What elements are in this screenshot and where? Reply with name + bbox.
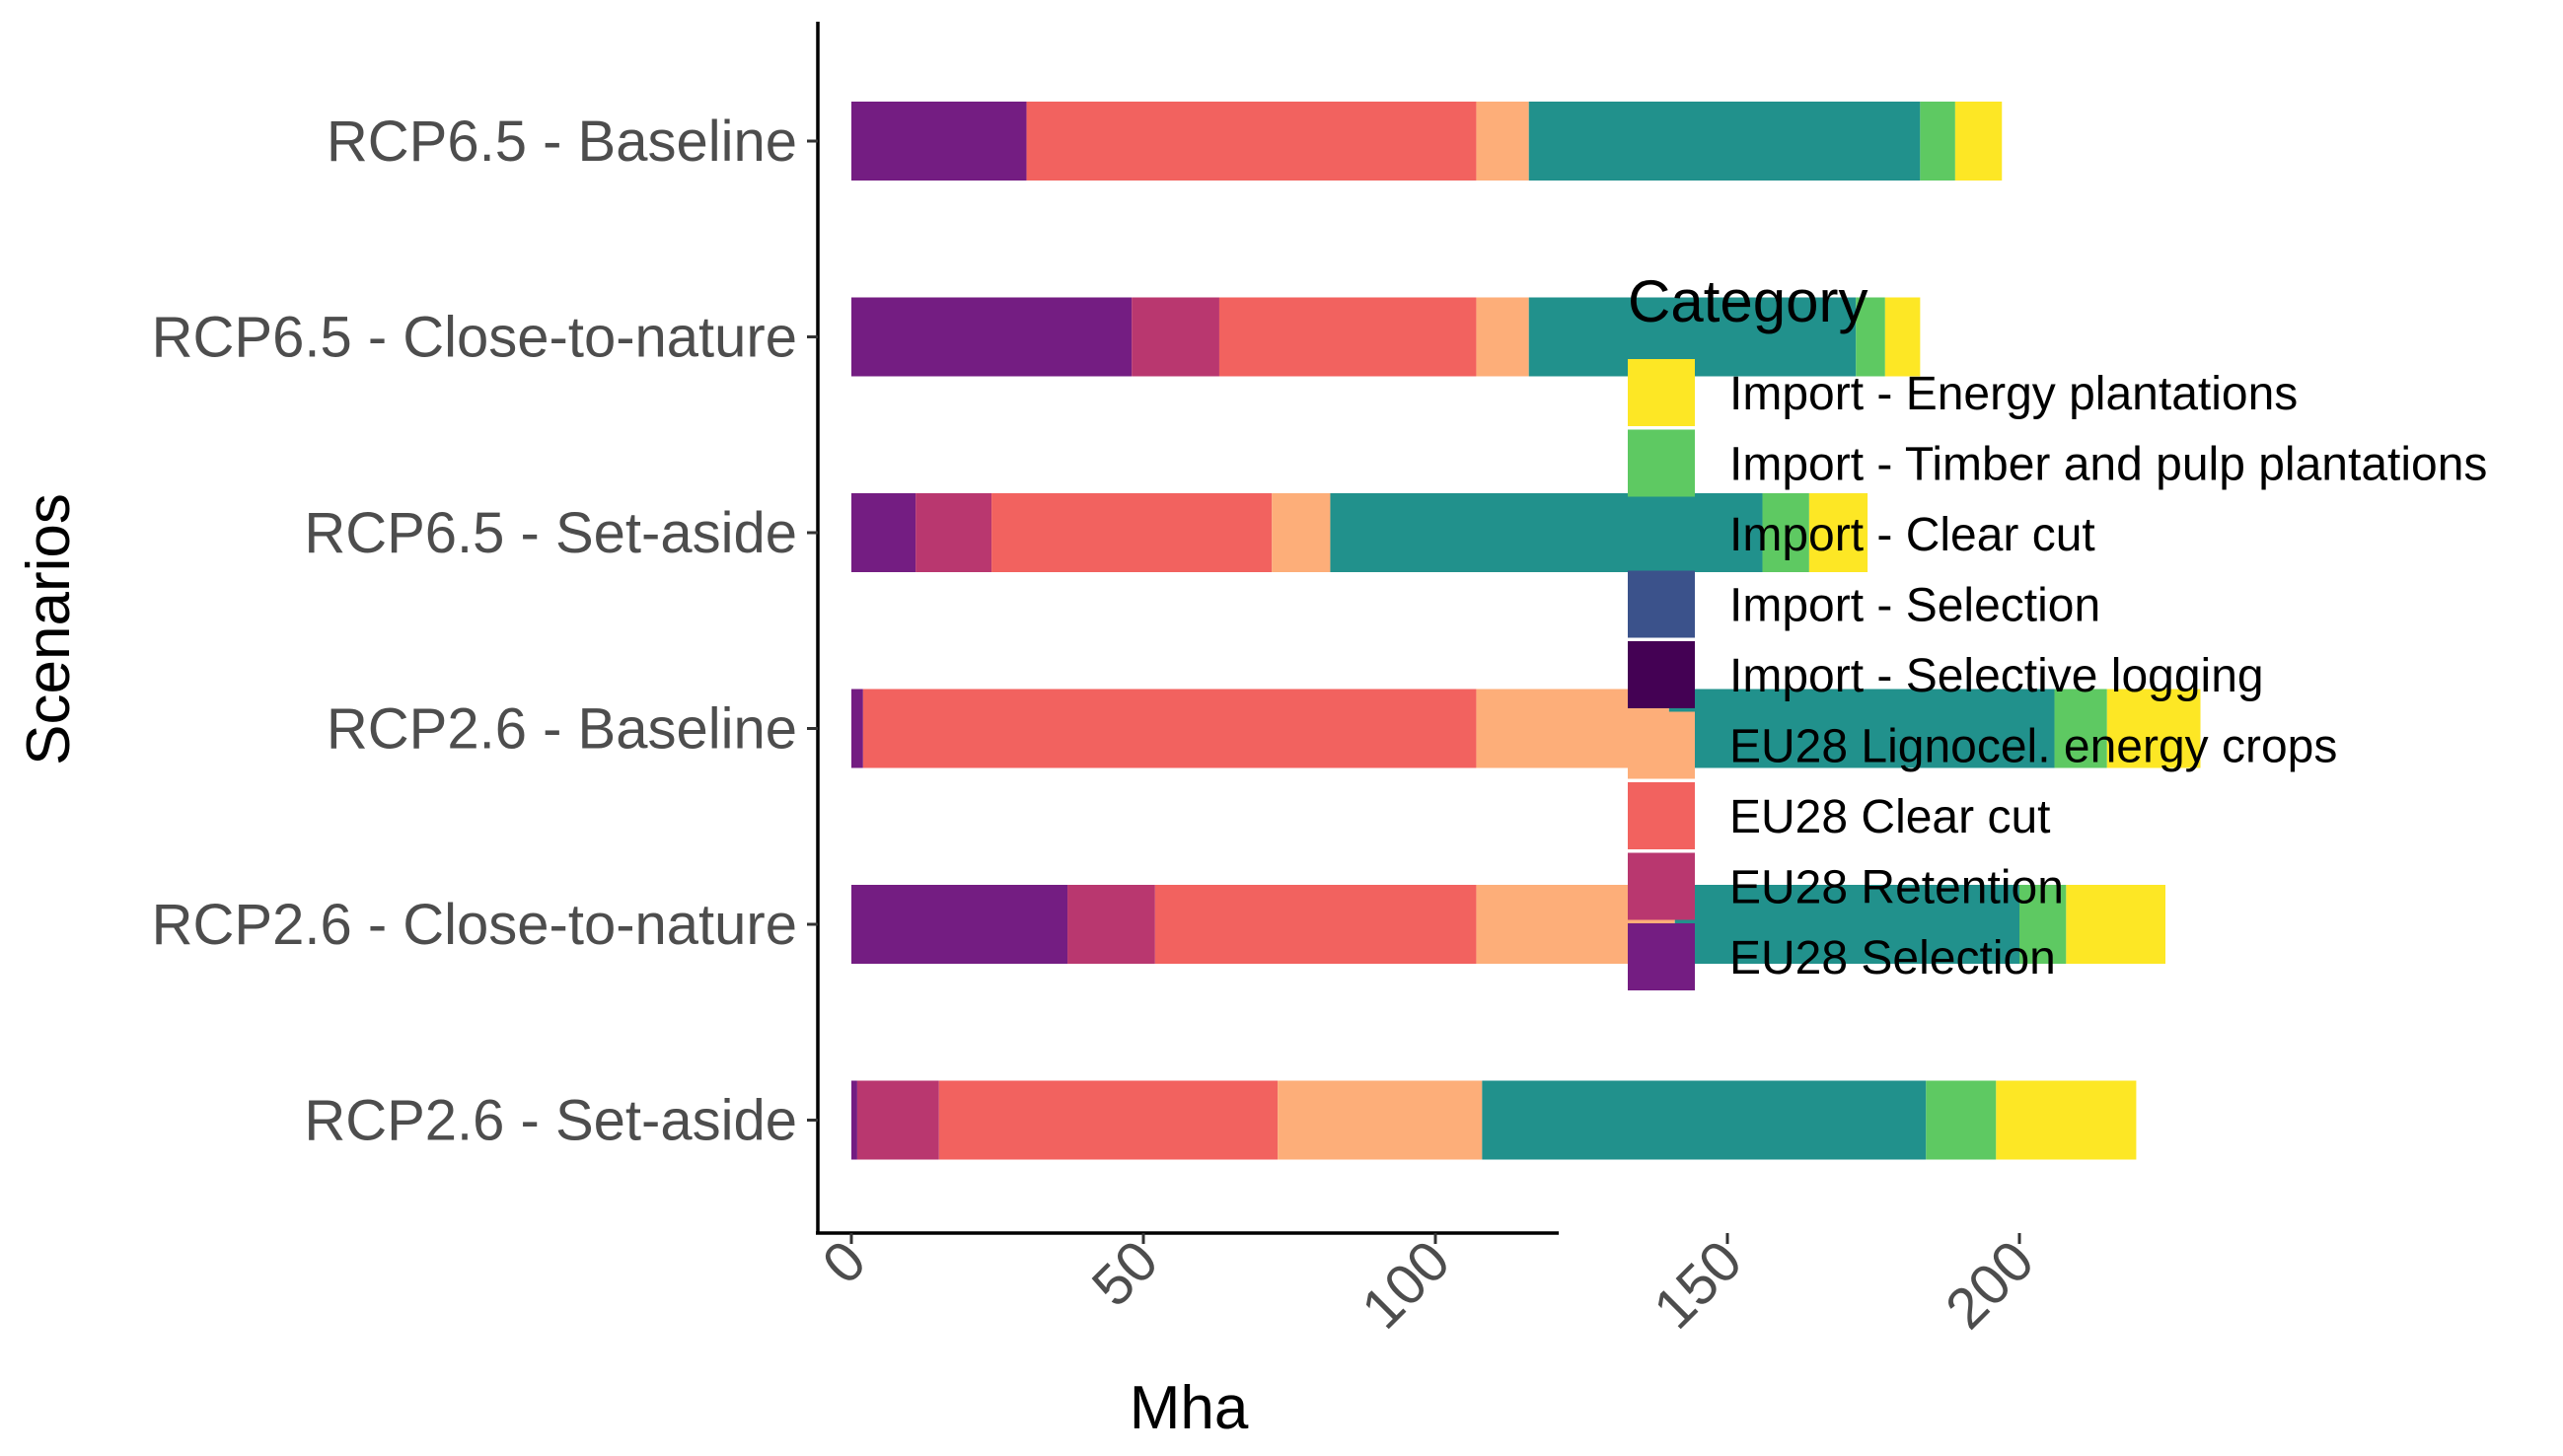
y-ticks-layer: RCP6.5 - Baseline RCP6.5 - Close-to-natur…: [152, 109, 818, 1153]
bar-rcp2-6-set-aside-import-timber-and-pulp-plantations: [1926, 1080, 1997, 1160]
bar-rcp6-5-set-aside-eu28-selection: [851, 493, 916, 572]
bar-rcp2-6-set-aside-eu28-selection: [851, 1080, 857, 1160]
x-axis-title: Mha: [1130, 1374, 1249, 1442]
bar-rcp2-6-close-to-nature-import-clear-cut: [1674, 885, 2019, 964]
bar-rcp2-6-set-aside-eu28-clear-cut: [938, 1080, 1279, 1160]
legend-label-import-selective-logging: Import - Selective logging: [1729, 650, 2264, 702]
bar-rcp6-5-baseline-import-timber-and-pulp-plantations: [1920, 102, 1955, 181]
bar-rcp6-5-set-aside-eu28-lignocel-energy-crops: [1272, 493, 1331, 572]
legend-key-import-selective-logging: [1628, 641, 1695, 708]
bars-layer: [851, 102, 2201, 1160]
bar-rcp6-5-set-aside-eu28-retention: [915, 493, 992, 572]
x-ticks-layer: 0 50 100 150 200: [810, 1228, 2046, 1341]
legend-key-import-timber-and-pulp-plantations: [1628, 429, 1695, 497]
bar-rcp6-5-baseline-eu28-selection: [851, 102, 1027, 181]
legend-key-eu28-retention: [1628, 852, 1695, 920]
legend-label-import-clear-cut: Import - Clear cut: [1729, 509, 2095, 561]
legend-title: Category: [1628, 268, 1867, 334]
bar-rcp6-5-set-aside-import-energy-plantations: [1808, 493, 1868, 572]
legend-label-import-selection: Import - Selection: [1729, 580, 2100, 632]
bar-rcp6-5-close-to-nature-import-energy-plantations: [1884, 297, 1921, 377]
bar-rcp2-6-baseline-import-timber-and-pulp-plantations: [2054, 689, 2107, 768]
bar-rcp6-5-baseline-eu28-clear-cut: [1026, 102, 1477, 181]
y-tick-label: RCP2.6 - Baseline: [327, 697, 797, 762]
bar-rcp2-6-baseline-eu28-selection: [851, 689, 863, 768]
legend-key-import-energy-plantations: [1628, 359, 1695, 426]
axes-layer: [816, 22, 1559, 1235]
y-tick-label: RCP2.6 - Set-aside: [304, 1089, 797, 1153]
bar-rcp6-5-close-to-nature-import-timber-and-pulp-plantations: [1856, 297, 1885, 377]
x-tick-label: 200: [1934, 1228, 2046, 1341]
legend: Category Import - Energy plantations Impo…: [1628, 268, 2487, 990]
bar-rcp6-5-baseline-eu28-lignocel-energy-crops: [1476, 102, 1529, 181]
legend-key-eu28-clear-cut: [1628, 782, 1695, 849]
x-tick-label: 100: [1350, 1228, 1462, 1341]
bar-rcp6-5-close-to-nature-eu28-clear-cut: [1218, 297, 1477, 377]
legend-key-eu28-lignocel-energy-crops: [1628, 711, 1695, 779]
bar-rcp6-5-set-aside-import-timber-and-pulp-plantations: [1762, 493, 1809, 572]
x-tick-label: 150: [1642, 1228, 1754, 1341]
bar-rcp6-5-baseline-import-energy-plantations: [1954, 102, 2003, 181]
bar-rcp2-6-baseline-import-energy-plantations: [2106, 689, 2201, 768]
bar-rcp6-5-set-aside-eu28-clear-cut: [991, 493, 1273, 572]
legend-label-eu28-retention: EU28 Retention: [1729, 862, 2064, 914]
y-tick-label: RCP6.5 - Baseline: [327, 109, 797, 174]
bar-rcp2-6-close-to-nature-eu28-clear-cut: [1154, 885, 1477, 964]
y-tick-label: RCP6.5 - Set-aside: [304, 501, 797, 565]
bar-rcp2-6-set-aside-eu28-retention: [856, 1080, 939, 1160]
legend-key-import-selection: [1628, 570, 1695, 638]
bar-rcp2-6-close-to-nature-import-energy-plantations: [2066, 885, 2165, 964]
bar-rcp2-6-close-to-nature-import-timber-and-pulp-plantations: [2019, 885, 2067, 964]
bar-rcp2-6-baseline-eu28-clear-cut: [862, 689, 1477, 768]
bar-rcp6-5-close-to-nature-eu28-selection: [851, 297, 1133, 377]
bar-rcp2-6-baseline-import-clear-cut: [1668, 689, 2055, 768]
x-tick-label: 50: [1080, 1228, 1171, 1319]
bar-rcp6-5-close-to-nature-eu28-lignocel-energy-crops: [1476, 297, 1529, 377]
bar-rcp2-6-close-to-nature-eu28-selection: [851, 885, 1068, 964]
legend-key-import-clear-cut: [1628, 500, 1695, 567]
bar-rcp6-5-close-to-nature-eu28-retention: [1132, 297, 1219, 377]
bar-rcp2-6-set-aside-eu28-lignocel-energy-crops: [1278, 1080, 1483, 1160]
legend-label-import-energy-plantations: Import - Energy plantations: [1729, 368, 2298, 420]
legend-label-import-timber-and-pulp-plantations: Import - Timber and pulp plantations: [1729, 439, 2487, 491]
bar-rcp6-5-set-aside-import-clear-cut: [1330, 493, 1763, 572]
y-axis-title: Scenarios: [15, 493, 83, 765]
x-tick-label: 0: [810, 1228, 878, 1296]
legend-label-eu28-selection: EU28 Selection: [1729, 932, 2056, 984]
bar-rcp2-6-set-aside-import-energy-plantations: [1996, 1080, 2137, 1160]
legend-label-eu28-lignocel-energy-crops: EU28 Lignocel. energy crops: [1729, 721, 2337, 773]
legend-key-eu28-selection: [1628, 923, 1695, 990]
y-tick-label: RCP2.6 - Close-to-nature: [152, 893, 797, 957]
y-tick-label: RCP6.5 - Close-to-nature: [152, 306, 797, 370]
bar-rcp2-6-close-to-nature-eu28-retention: [1067, 885, 1155, 964]
bar-rcp2-6-set-aside-import-clear-cut: [1482, 1080, 1927, 1160]
bar-rcp6-5-baseline-import-clear-cut: [1528, 102, 1921, 181]
legend-label-eu28-clear-cut: EU28 Clear cut: [1729, 791, 2050, 843]
